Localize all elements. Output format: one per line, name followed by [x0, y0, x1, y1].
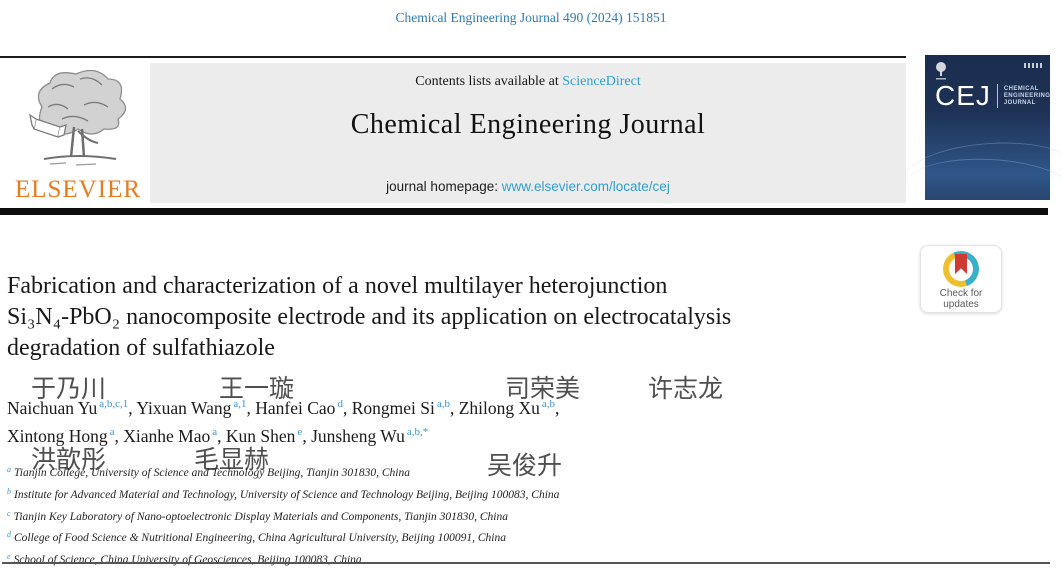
- affiliation-text: College of Food Science & Nutritional En…: [14, 532, 507, 545]
- author-name: Naichuan Yu: [7, 397, 98, 418]
- author-separator: ,: [217, 426, 226, 447]
- annotation-name-hong: 洪歆彤: [31, 445, 107, 474]
- homepage-link[interactable]: www.elsevier.com/locate/cej: [501, 179, 670, 194]
- author-name: Zhilong Xu: [458, 397, 540, 418]
- author-separator: ,: [555, 397, 560, 418]
- author-line-1: Naichuan Yu a,b,c,1, Yixuan Wang a,1, Hanf…: [7, 392, 867, 420]
- cover-journal-title: CHEMICAL ENGINEERING JOURNAL: [1003, 85, 1051, 106]
- annotation-name-mao: 毛显赫: [194, 445, 270, 474]
- section-divider-rule: [2, 562, 1050, 564]
- author: Xianhe Mao a,: [123, 426, 226, 446]
- article-title: Fabrication and characterization of a no…: [7, 273, 732, 361]
- author-name: Junsheng Wu: [311, 426, 405, 447]
- author-line-2: Xintong Hong a, Xianhe Mao a, Kun Shen e, J…: [7, 420, 867, 448]
- annotation-name-xu: 许志龙: [648, 374, 724, 403]
- elsevier-wordmark: ELSEVIER: [14, 176, 142, 203]
- author-superscript[interactable]: a,b: [541, 398, 556, 410]
- affiliation-row: c Tianjin Key Laboratory of Nano-optoelec…: [7, 505, 907, 527]
- homepage-line: journal homepage: www.elsevier.com/locat…: [150, 179, 906, 194]
- author-name: Kun Shen: [225, 426, 296, 447]
- cover-divider: [996, 84, 998, 108]
- annotation-name-wang: 王一璇: [219, 374, 295, 403]
- author-superscript[interactable]: a,b,c,1: [99, 398, 129, 410]
- cover-issn-text: [1024, 63, 1042, 68]
- author-separator: ,: [449, 397, 459, 418]
- annotation-name-yu: 于乃川: [31, 374, 107, 403]
- author-superscript[interactable]: a,b: [436, 398, 450, 410]
- author-separator: ,: [246, 397, 256, 418]
- author: Xintong Hong a,: [7, 426, 123, 446]
- affiliation-text: School of Science, China University of G…: [13, 554, 362, 567]
- author-separator: ,: [342, 397, 352, 418]
- affiliation-superscript[interactable]: b: [7, 486, 11, 496]
- crossmark-label: Check for updates: [939, 288, 983, 310]
- contents-list-line: Contents lists available at ScienceDirec…: [150, 74, 906, 90]
- author: Junsheng Wu a,b,*: [311, 426, 428, 446]
- sciencedirect-link[interactable]: ScienceDirect: [562, 74, 641, 89]
- annotation-name-si: 司荣美: [505, 374, 581, 403]
- cover-title-block: CEJ CHEMICAL ENGINEERING JOURNAL: [935, 82, 1050, 110]
- affiliation-superscript[interactable]: e: [7, 552, 11, 562]
- author-superscript[interactable]: a,b,*: [406, 426, 429, 439]
- author-name: Xianhe Mao: [123, 426, 211, 447]
- author: Naichuan Yu a,b,c,1,: [7, 398, 136, 418]
- author-separator: ,: [128, 397, 137, 418]
- affiliation-row: e School of Science, China University of …: [7, 548, 907, 570]
- author-name: Hanfei Cao: [255, 397, 336, 418]
- cover-abbr: CEJ: [935, 80, 991, 111]
- header-bottom-bar: [0, 208, 1048, 215]
- annotation-name-wu: 吴俊升: [487, 451, 563, 480]
- header-top-rule: [0, 56, 906, 58]
- author-name: Rongmei Si: [351, 397, 435, 418]
- homepage-prefix: journal homepage:: [386, 179, 502, 194]
- affiliation-row: d College of Food Science & Nutritional E…: [7, 526, 907, 548]
- affiliation-text: Tianjin Key Laboratory of Nano-optoelect…: [13, 510, 508, 523]
- author-name: Xintong Hong: [7, 426, 108, 447]
- cover-elsevier-tree-icon: [936, 62, 946, 80]
- affiliation-superscript[interactable]: d: [7, 530, 11, 540]
- author-separator: ,: [114, 426, 124, 447]
- author: Hanfei Cao d,: [255, 398, 351, 418]
- journal-name: Chemical Engineering Journal: [350, 109, 706, 140]
- affiliation-text: Institute for Advanced Material and Tech…: [14, 488, 560, 501]
- author-separator: ,: [302, 426, 312, 447]
- author-list: Naichuan Yu a,b,c,1, Yixuan Wang a,1, Hanf…: [7, 392, 867, 449]
- author-superscript[interactable]: a: [212, 426, 218, 439]
- author-name: Yixuan Wang: [136, 397, 232, 418]
- affiliation-superscript[interactable]: c: [7, 508, 11, 518]
- affiliation-row: a Tianjin College, University of Science …: [7, 461, 907, 483]
- author-superscript[interactable]: e: [297, 426, 303, 439]
- check-for-updates-badge[interactable]: Check for updates: [920, 245, 1002, 313]
- author-superscript[interactable]: a,1: [233, 398, 247, 410]
- author: Zhilong Xu a,b,: [459, 398, 560, 418]
- contents-prefix: Contents lists available at: [415, 74, 563, 89]
- author: Yixuan Wang a,1,: [136, 398, 255, 418]
- elsevier-logo[interactable]: ELSEVIER: [8, 63, 148, 204]
- crossmark-icon: [943, 251, 979, 287]
- author-superscript[interactable]: d: [337, 398, 343, 410]
- author: Rongmei Si a,b,: [352, 398, 459, 418]
- journal-cover-thumbnail[interactable]: CEJ CHEMICAL ENGINEERING JOURNAL: [903, 55, 1062, 225]
- affiliation-text: Tianjin College, University of Science a…: [14, 467, 410, 479]
- journal-citation-link[interactable]: Chemical Engineering Journal 490 (2024) …: [395, 10, 667, 25]
- author: Kun Shen e,: [226, 426, 311, 446]
- affiliation-row: b Institute for Advanced Material and Tec…: [7, 483, 907, 505]
- journal-masthead: Contents lists available at ScienceDirec…: [150, 63, 906, 203]
- affiliation-superscript[interactable]: a: [7, 465, 11, 474]
- affiliation-list: a Tianjin College, University of Science …: [7, 461, 907, 570]
- author-superscript[interactable]: a: [109, 426, 115, 439]
- elsevier-tree-icon: [29, 69, 127, 166]
